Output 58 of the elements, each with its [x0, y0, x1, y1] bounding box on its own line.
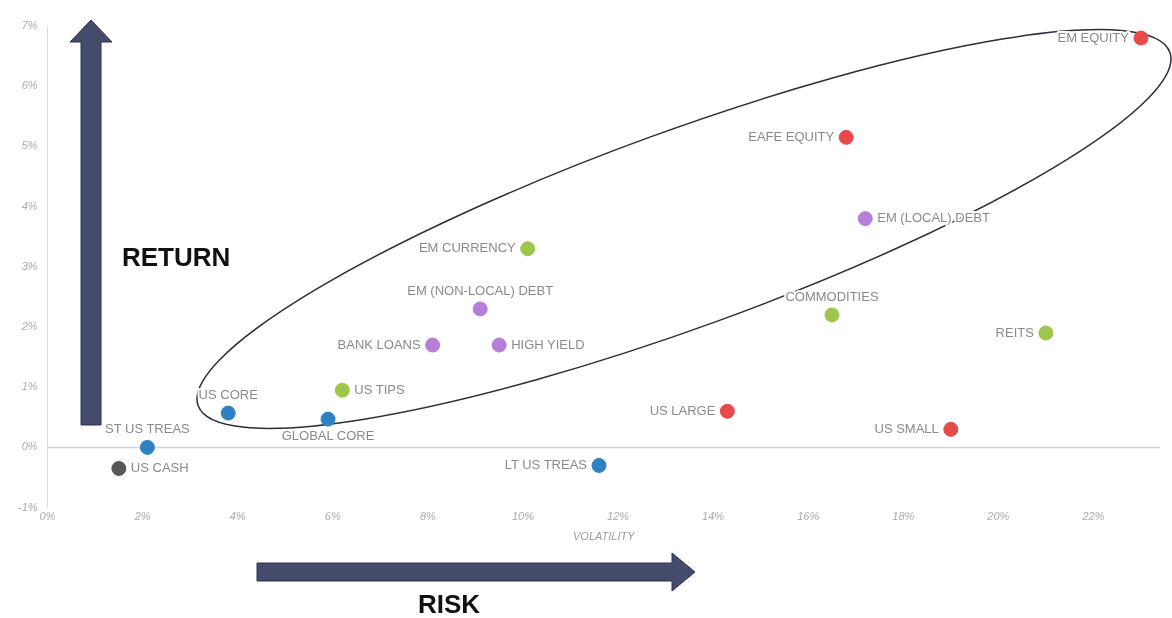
x-tick-label: 0%: [39, 510, 56, 523]
point: [491, 337, 507, 353]
annotation: BANK LOANS: [337, 336, 421, 352]
annotation: GLOBAL CORE: [281, 428, 375, 444]
point: [472, 301, 488, 317]
annotation: US CASH: [130, 460, 189, 476]
point: [1038, 325, 1054, 341]
point: [824, 307, 840, 323]
y-tick-label: 3%: [21, 259, 38, 272]
annotation: EAFE EQUITY: [748, 128, 835, 144]
annotation: REITS: [995, 324, 1035, 340]
x-tick-label: 4%: [229, 510, 246, 523]
point: [1133, 30, 1149, 46]
point: [857, 211, 873, 227]
annotation: US LARGE: [649, 402, 716, 418]
y-tick-label: -1%: [18, 500, 38, 513]
x-tick-label: 12%: [607, 510, 630, 523]
annotation: EM EQUITY: [1057, 29, 1130, 45]
point: [320, 411, 336, 427]
point: [591, 457, 607, 473]
x-tick-label: 20%: [986, 510, 1010, 523]
x-tick-label: 2%: [133, 510, 151, 523]
y-tick-label: 6%: [21, 79, 38, 92]
annotation: US CORE: [198, 387, 259, 403]
point: [139, 439, 155, 455]
y-tick-label: 4%: [21, 199, 38, 212]
y-tick-label: 5%: [21, 139, 38, 152]
annotation: US SMALL: [874, 420, 939, 436]
point: [425, 337, 441, 353]
annotation: HIGH YIELD: [511, 336, 585, 352]
x-tick-label: 18%: [892, 510, 915, 523]
point: [838, 129, 854, 145]
annotation: COMMODITIES: [785, 289, 879, 305]
x-tick-label: 14%: [702, 510, 725, 523]
point: [719, 403, 735, 419]
annotation: EM (NON-LOCAL) DEBT: [407, 283, 554, 299]
point: [334, 382, 350, 398]
annotation: LT US TREAS: [504, 457, 588, 473]
annotation: US TIPS: [354, 381, 405, 397]
annotation: RETURN: [122, 242, 231, 273]
point: [111, 460, 127, 476]
x-tick-label: 6%: [324, 510, 341, 523]
annotation: EM CURRENCY: [418, 240, 517, 256]
x-tick-label: 16%: [797, 510, 820, 523]
y-tick-label: 1%: [21, 380, 38, 393]
point: [220, 405, 236, 421]
x-tick-label: 10%: [511, 510, 535, 523]
y-tick-label: 2%: [20, 320, 38, 333]
x-tick-label: 8%: [419, 510, 437, 523]
point: [520, 241, 536, 257]
point: [943, 421, 959, 437]
x-axis-title: VOLATILITY: [573, 530, 636, 543]
text: RISK: [418, 589, 481, 618]
y-tick-label: 0%: [21, 440, 38, 453]
x-tick-label: 22%: [1081, 510, 1105, 523]
annotation: EM (LOCAL) DEBT: [877, 210, 990, 226]
y-tick-label: 7%: [21, 19, 38, 32]
annotation: ST US TREAS: [105, 421, 191, 437]
